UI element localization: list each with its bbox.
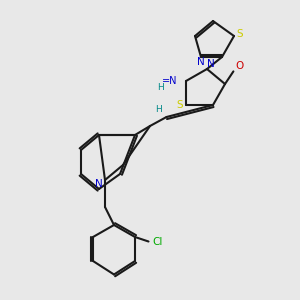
Text: O: O [236,61,244,71]
Text: Cl: Cl [152,237,163,248]
Text: N: N [95,178,103,189]
Text: H: H [157,83,164,92]
Text: H: H [156,105,162,114]
Text: =N: =N [162,76,177,86]
Text: S: S [176,100,183,110]
Text: S: S [236,29,243,39]
Text: N: N [197,57,205,68]
Text: N: N [207,58,214,69]
